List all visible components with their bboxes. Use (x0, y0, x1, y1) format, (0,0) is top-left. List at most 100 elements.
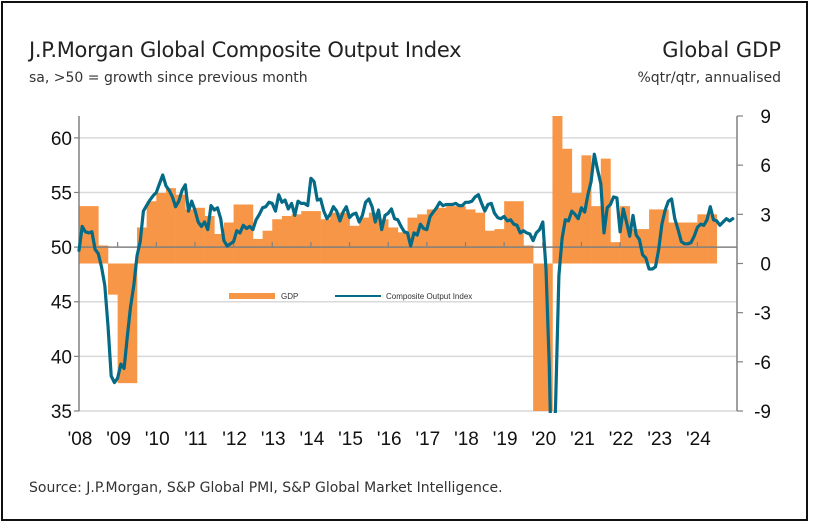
gdp-bar (552, 116, 563, 264)
gdp-bar (156, 193, 167, 264)
gdp-bar (117, 263, 128, 384)
tick-labels: 35 40 45 50 55 60 -9 -6 -3 0 3 6 9 '08 '09 '10 '11 '12 '13… (51, 107, 771, 450)
right-axis-tick-label: 3 (760, 205, 771, 226)
gdp-bar (127, 263, 138, 384)
legend: GDP Composite Output Index (229, 292, 472, 301)
right-axis-tick-label: 6 (760, 156, 771, 177)
gridlines (79, 137, 737, 412)
gdp-bar (243, 204, 254, 264)
gdp-bar (610, 242, 621, 264)
gdp-bar (417, 214, 428, 264)
gdp-bar (330, 212, 341, 264)
chart-subtitle: sa, >50 = growth since previous month (29, 70, 308, 86)
gdp-bar (523, 245, 534, 264)
x-axis-tick-label: '17 (415, 429, 440, 450)
gdp-bar (504, 201, 515, 264)
gdp-bar (446, 206, 457, 264)
gdp-bar (98, 245, 109, 264)
x-axis-tick-label: '08 (68, 429, 93, 450)
left-axis-tick-label: 45 (51, 293, 72, 314)
gdp-bar (320, 219, 331, 264)
x-axis-tick-label: '15 (338, 429, 363, 450)
gdp-bar (649, 209, 660, 264)
right-axis-subtitle: %qtr/qtr, annualised (637, 70, 781, 86)
gdp-bar (378, 219, 389, 264)
x-axis-tick-label: '11 (184, 429, 207, 450)
x-axis-tick-label: '20 (531, 429, 556, 450)
x-axis-tick-label: '21 (570, 429, 595, 450)
gdp-bar (388, 227, 399, 264)
gdp-bars (79, 116, 718, 411)
x-axis-tick-label: '16 (377, 429, 402, 450)
gdp-bar (165, 188, 176, 264)
right-axis-tick-label: -3 (754, 304, 771, 325)
gdp-bar (426, 209, 437, 264)
gdp-bar (465, 209, 476, 264)
gdp-bar (204, 215, 215, 264)
gdp-bar (591, 206, 602, 264)
legend-gdp-label: GDP (281, 292, 298, 301)
left-axis-tick-label: 55 (51, 183, 72, 204)
gdp-bar (136, 227, 147, 264)
right-axis-tick-label: 0 (760, 255, 771, 276)
x-axis-tick-label: '24 (686, 429, 711, 450)
gdp-bar (291, 214, 302, 264)
gdp-bar (281, 215, 292, 264)
gdp-bar (658, 209, 669, 264)
legend-composite-label: Composite Output Index (386, 292, 472, 301)
gdp-bar (214, 234, 225, 264)
gdp-bar (349, 225, 360, 264)
gdp-bar (310, 211, 321, 264)
left-axis-tick-label: 40 (51, 347, 72, 368)
right-axis-tick-label: -9 (754, 402, 771, 423)
gdp-bar (359, 217, 370, 264)
axes (74, 115, 743, 412)
x-axis-tick-label: '22 (609, 429, 634, 450)
left-axis-tick-label: 35 (51, 402, 72, 423)
gdp-bar (668, 222, 679, 264)
gdp-bar (368, 212, 379, 264)
gdp-bar (107, 263, 118, 295)
gdp-bar (707, 214, 718, 264)
left-axis-tick-label: 50 (51, 238, 72, 259)
chart-title: J.P.Morgan Global Composite Output Index (29, 38, 462, 62)
gdp-bar (455, 206, 466, 264)
right-axis-tick-label: 9 (760, 107, 771, 128)
x-axis-tick-label: '19 (493, 429, 518, 450)
x-axis-tick-label: '18 (454, 429, 479, 450)
gdp-bar (233, 204, 244, 264)
composite-line-group (77, 152, 735, 413)
x-axis-tick-label: '13 (261, 429, 286, 450)
composite-output-line (77, 152, 735, 413)
gdp-bar (185, 209, 196, 264)
gdp-bar (397, 232, 408, 264)
x-axis-tick-label: '12 (222, 429, 247, 450)
gdp-bar (562, 148, 573, 264)
gdp-bar (175, 194, 186, 264)
gdp-bar (436, 207, 447, 264)
x-axis-tick-label: '23 (647, 429, 672, 450)
gdp-bar (272, 219, 283, 264)
gdp-bar (687, 222, 698, 264)
gdp-bar (494, 229, 505, 264)
gdp-bar (79, 206, 89, 264)
x-axis-tick-label: '09 (106, 429, 131, 450)
gdp-bar (146, 201, 157, 264)
gdp-bar (194, 207, 205, 264)
gdp-bar (533, 263, 544, 411)
gdp-bar (252, 238, 263, 264)
gdp-bar (339, 212, 350, 264)
gdp-bar (697, 214, 708, 264)
gdp-bar (629, 229, 640, 264)
gdp-bar (639, 229, 650, 264)
right-axis-title: Global GDP (662, 38, 781, 62)
gdp-bar (620, 206, 631, 264)
x-axis-tick-label: '10 (145, 429, 170, 450)
legend-gdp-swatch (229, 293, 275, 299)
right-axis-tick-label: -6 (754, 353, 771, 374)
source-note: Source: J.P.Morgan, S&P Global PMI, S&P … (29, 480, 503, 496)
gdp-bar (301, 211, 312, 264)
x-axis-tick-label: '14 (300, 429, 325, 450)
gdp-bar (475, 212, 486, 264)
